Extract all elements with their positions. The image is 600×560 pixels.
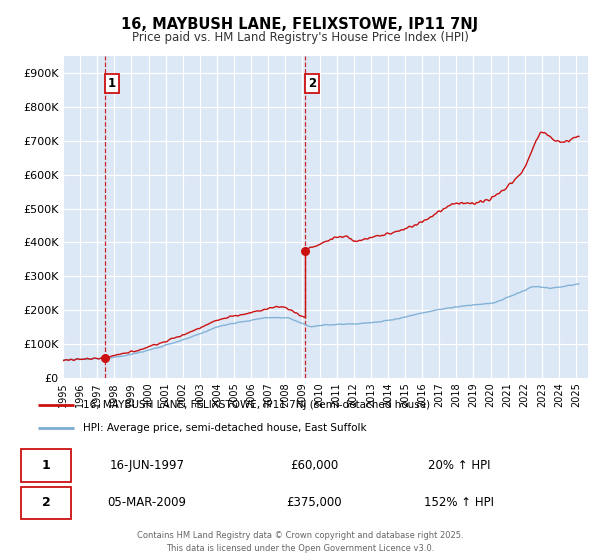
Text: 2: 2 <box>308 77 316 90</box>
FancyBboxPatch shape <box>21 487 71 519</box>
Text: 05-MAR-2009: 05-MAR-2009 <box>107 496 186 510</box>
Text: 1: 1 <box>108 77 116 90</box>
Text: £60,000: £60,000 <box>290 459 338 472</box>
Text: 20% ↑ HPI: 20% ↑ HPI <box>428 459 490 472</box>
FancyBboxPatch shape <box>21 449 71 482</box>
Text: 2: 2 <box>42 496 50 510</box>
Text: 16-JUN-1997: 16-JUN-1997 <box>109 459 184 472</box>
Text: £375,000: £375,000 <box>286 496 342 510</box>
Text: Contains HM Land Registry data © Crown copyright and database right 2025.
This d: Contains HM Land Registry data © Crown c… <box>137 531 463 553</box>
Text: 152% ↑ HPI: 152% ↑ HPI <box>424 496 494 510</box>
Text: 16, MAYBUSH LANE, FELIXSTOWE, IP11 7NJ (semi-detached house): 16, MAYBUSH LANE, FELIXSTOWE, IP11 7NJ (… <box>83 400 430 410</box>
Text: HPI: Average price, semi-detached house, East Suffolk: HPI: Average price, semi-detached house,… <box>83 423 366 433</box>
Text: 1: 1 <box>42 459 50 472</box>
Text: Price paid vs. HM Land Registry's House Price Index (HPI): Price paid vs. HM Land Registry's House … <box>131 31 469 44</box>
Text: 16, MAYBUSH LANE, FELIXSTOWE, IP11 7NJ: 16, MAYBUSH LANE, FELIXSTOWE, IP11 7NJ <box>121 17 479 32</box>
